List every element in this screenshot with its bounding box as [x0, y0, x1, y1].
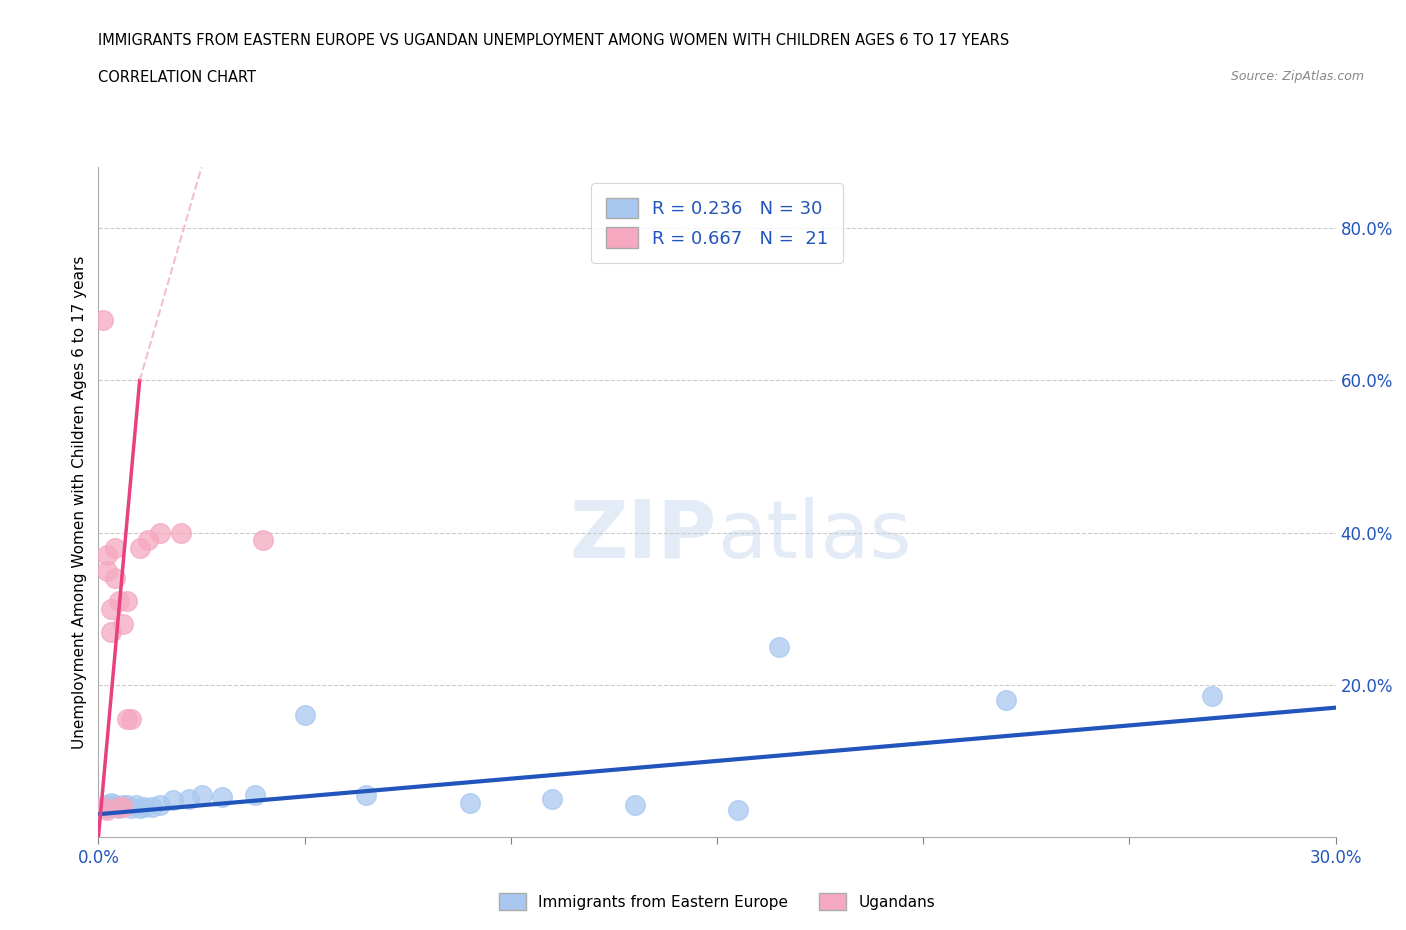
Point: [170, 525, 193, 540]
Point: [91, 799, 114, 814]
Point: [91, 312, 114, 327]
Point: [190, 788, 212, 803]
Point: [252, 533, 274, 548]
Text: atlas: atlas: [717, 497, 911, 575]
Point: [128, 801, 150, 816]
Point: [112, 617, 135, 631]
Point: [117, 711, 139, 726]
Text: Source: ZipAtlas.com: Source: ZipAtlas.com: [1230, 70, 1364, 83]
Point: [96, 801, 118, 816]
Point: [124, 798, 146, 813]
Point: [112, 798, 135, 813]
Text: IMMIGRANTS FROM EASTERN EUROPE VS UGANDAN UNEMPLOYMENT AMONG WOMEN WITH CHILDREN: IMMIGRANTS FROM EASTERN EUROPE VS UGANDA…: [98, 33, 1010, 47]
Point: [108, 799, 131, 814]
Point: [149, 798, 172, 813]
Point: [91, 799, 114, 814]
Point: [112, 799, 135, 814]
Point: [100, 624, 122, 639]
Point: [141, 799, 163, 814]
Point: [162, 793, 184, 808]
Legend: Immigrants from Eastern Europe, Ugandans: Immigrants from Eastern Europe, Ugandans: [492, 886, 942, 916]
Text: CORRELATION CHART: CORRELATION CHART: [98, 70, 256, 85]
Point: [149, 525, 172, 540]
Y-axis label: Unemployment Among Women with Children Ages 6 to 17 years: Unemployment Among Women with Children A…: [72, 256, 87, 749]
Point: [128, 540, 150, 555]
Point: [100, 602, 122, 617]
Point: [117, 593, 139, 608]
Point: [96, 548, 118, 563]
Text: ZIP: ZIP: [569, 497, 717, 575]
Point: [104, 798, 127, 813]
Point: [294, 708, 316, 723]
Point: [120, 801, 142, 816]
Point: [96, 564, 118, 578]
Point: [132, 799, 155, 814]
Point: [96, 803, 118, 817]
Point: [541, 791, 564, 806]
Point: [104, 540, 127, 555]
Point: [243, 788, 266, 803]
Point: [108, 799, 131, 814]
Point: [100, 799, 122, 814]
Point: [136, 533, 159, 548]
Point: [994, 693, 1017, 708]
Point: [179, 791, 201, 806]
Point: [211, 790, 233, 804]
Point: [458, 795, 481, 810]
Point: [117, 798, 139, 813]
Point: [104, 571, 127, 586]
Point: [768, 639, 790, 654]
Point: [100, 795, 122, 810]
Point: [108, 593, 131, 608]
Point: [356, 788, 378, 803]
Point: [108, 801, 131, 816]
Point: [1201, 689, 1223, 704]
Point: [727, 803, 749, 817]
Point: [623, 798, 645, 813]
Point: [120, 711, 142, 726]
Point: [96, 798, 118, 813]
